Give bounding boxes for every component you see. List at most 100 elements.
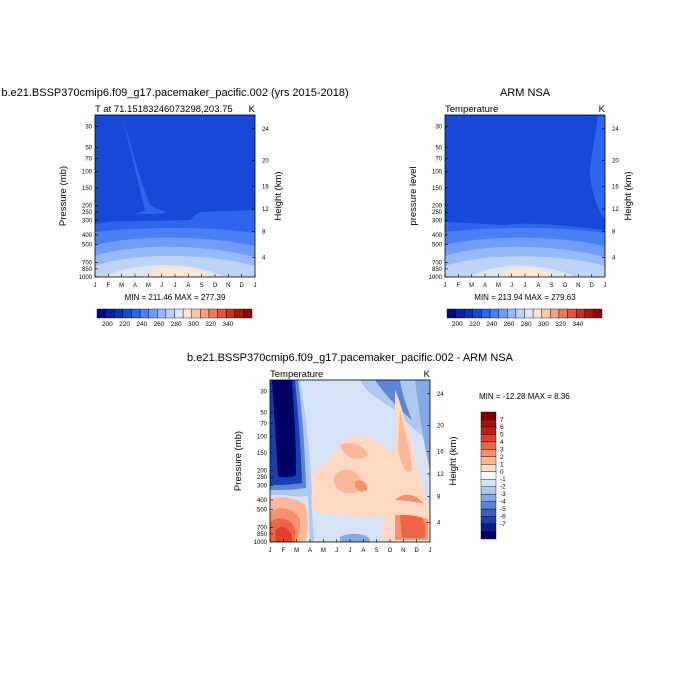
colorbar-swatch bbox=[480, 419, 497, 428]
y-tick-label: 200 bbox=[82, 204, 93, 210]
y-tick-label: 50 bbox=[435, 145, 442, 151]
colorbar-label: -7 bbox=[500, 521, 506, 528]
colorbar-swatch bbox=[480, 493, 497, 502]
x-tick-label: A bbox=[133, 283, 137, 289]
colorbar-label: -3 bbox=[500, 491, 506, 498]
colorbar-swatch bbox=[96, 308, 106, 319]
y-tick-label: 850 bbox=[257, 532, 268, 538]
x-tick-label: A bbox=[186, 283, 190, 289]
colorbar-swatch bbox=[575, 308, 585, 319]
colorbar-label: 220 bbox=[469, 321, 480, 328]
panel-obs-ylabel-right: Height (km) bbox=[623, 171, 634, 220]
colorbar-swatch bbox=[446, 308, 456, 319]
colorbar-swatch bbox=[480, 411, 497, 420]
colorbar-label: 340 bbox=[572, 321, 583, 328]
colorbar-swatch bbox=[200, 308, 210, 319]
colorbar-swatch bbox=[480, 426, 497, 435]
colorbar-swatch bbox=[480, 449, 497, 458]
x-tick-label: D bbox=[414, 548, 419, 554]
colorbar-label: -5 bbox=[500, 506, 506, 513]
y-tick-label: 500 bbox=[82, 243, 93, 249]
colorbar-swatch bbox=[105, 308, 115, 319]
y-tick-label: 400 bbox=[432, 233, 443, 239]
colorbar-label: 220 bbox=[119, 321, 130, 328]
y-tick-label: 150 bbox=[82, 186, 93, 192]
panel-model-title: b.e21.BSSP370cmip6.f09_g17.pacemaker_pac… bbox=[1, 87, 348, 99]
panel-model-stats: MIN = 211.46 MAX = 277.39 bbox=[125, 293, 226, 302]
height-tick-label: 12 bbox=[262, 207, 269, 213]
y-tick-label: 1000 bbox=[254, 540, 268, 546]
panel-diff-right-label: K bbox=[424, 369, 431, 380]
contour-fill-mid-warm4 bbox=[354, 480, 368, 492]
contour-fill-april-neg bbox=[308, 495, 314, 542]
panel-model: b.e21.BSSP370cmip6.f09_g17.pacemaker_pac… bbox=[1, 87, 348, 328]
contour-fill-band-6 bbox=[145, 267, 210, 277]
colorbar-label: 200 bbox=[452, 321, 463, 328]
x-tick-label: J bbox=[160, 283, 163, 289]
colorbar-swatch bbox=[532, 308, 542, 319]
colorbar-label: 4 bbox=[500, 439, 504, 446]
contour-fill-upper-cold-left bbox=[95, 115, 145, 224]
y-tick-label: 700 bbox=[432, 260, 443, 266]
x-tick-label: J bbox=[604, 283, 607, 289]
colorbar-label: 320 bbox=[555, 321, 566, 328]
y-tick-label: 30 bbox=[435, 124, 442, 130]
y-tick-label: 700 bbox=[257, 525, 268, 531]
x-tick-label: D bbox=[239, 283, 244, 289]
panel-obs-title: ARM NSA bbox=[500, 87, 551, 99]
y-tick-label: 300 bbox=[82, 218, 93, 224]
colorbar-swatch bbox=[489, 308, 499, 319]
y-tick-label: 500 bbox=[257, 508, 268, 514]
colorbar-label: -4 bbox=[500, 499, 506, 506]
colorbar-label: 3 bbox=[500, 446, 504, 453]
colorbar-swatch bbox=[524, 308, 534, 319]
panel-diff-ylabel-right: Height (km) bbox=[448, 436, 459, 485]
height-tick-label: 20 bbox=[262, 158, 269, 164]
contour-fill-core bbox=[95, 115, 255, 222]
colorbar-label: 5 bbox=[500, 431, 504, 438]
y-tick-label: 300 bbox=[257, 483, 268, 489]
x-tick-label: M bbox=[146, 283, 151, 289]
colorbar-label: 0 bbox=[500, 469, 504, 476]
y-tick-label: 150 bbox=[257, 451, 268, 457]
panel-obs-left-label: Temperature bbox=[445, 104, 498, 115]
height-tick-label: 16 bbox=[262, 184, 269, 190]
panel-model-plot-area bbox=[95, 115, 255, 277]
colorbar-swatch bbox=[182, 308, 192, 319]
colorbar-swatch bbox=[139, 308, 149, 319]
x-tick-label: F bbox=[106, 283, 110, 289]
contour-fill-right-warm4 bbox=[400, 509, 425, 538]
x-tick-label: A bbox=[308, 548, 312, 554]
panel-model-right-label: K bbox=[249, 104, 256, 115]
x-tick-label: J bbox=[444, 283, 447, 289]
colorbar-swatch bbox=[584, 308, 594, 319]
y-tick-label: 100 bbox=[432, 170, 443, 176]
panel-model-ylabel: Pressure (mb) bbox=[58, 166, 69, 226]
x-tick-label: S bbox=[375, 548, 379, 554]
colorbar-label: 240 bbox=[486, 321, 497, 328]
y-tick-label: 700 bbox=[82, 260, 93, 266]
x-tick-label: A bbox=[536, 283, 540, 289]
x-tick-label: O bbox=[213, 283, 218, 289]
contour-fill-low-blue bbox=[340, 533, 370, 542]
colorbar-label: 280 bbox=[521, 321, 532, 328]
x-tick-label: O bbox=[563, 283, 568, 289]
colorbar-swatch bbox=[174, 308, 184, 319]
colorbar-swatch bbox=[507, 308, 517, 319]
height-tick-label: 24 bbox=[612, 127, 619, 133]
colorbar-label: 300 bbox=[188, 321, 199, 328]
colorbar-swatch bbox=[131, 308, 141, 319]
y-tick-label: 30 bbox=[260, 389, 267, 395]
colorbar-swatch bbox=[480, 516, 497, 525]
colorbar-swatch bbox=[481, 308, 491, 319]
x-tick-label: A bbox=[483, 283, 487, 289]
colorbar-swatch bbox=[593, 308, 603, 319]
panel-diff-stats: MIN = -12.28 MAX = 8.36 bbox=[479, 392, 570, 401]
colorbar-swatch bbox=[217, 308, 227, 319]
y-tick-label: 400 bbox=[82, 233, 93, 239]
height-tick-label: 8 bbox=[437, 495, 441, 501]
x-tick-label: S bbox=[200, 283, 204, 289]
